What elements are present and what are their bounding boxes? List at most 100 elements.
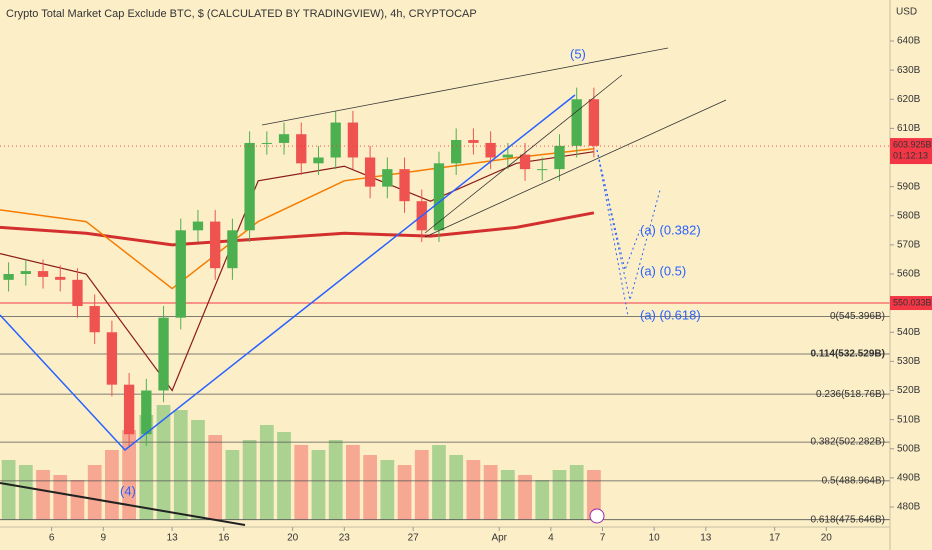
volume-bar <box>173 410 188 520</box>
candle-body <box>451 140 462 164</box>
candle-body <box>55 276 66 280</box>
candle-body <box>278 134 290 143</box>
x-tick-label: 17 <box>769 533 781 544</box>
y-tick-label: 590B <box>897 181 921 192</box>
plot <box>0 87 890 521</box>
fib-label: 0.236(518.76B) <box>816 389 885 400</box>
candle-body <box>554 145 565 170</box>
volume-bar <box>363 455 378 520</box>
candle-body <box>382 169 393 187</box>
volume-bar <box>105 450 119 520</box>
fib-label: 0.5(488.964B) <box>822 476 885 487</box>
volume-bar <box>569 465 584 520</box>
annotation: (a) (0.618) <box>640 307 701 322</box>
x-tick-label: 20 <box>821 533 833 544</box>
projection <box>596 149 629 317</box>
volume-bar <box>449 455 464 520</box>
candle-body <box>123 384 135 435</box>
volume-bar <box>587 470 601 520</box>
trend-line <box>424 99 727 238</box>
candle-body <box>261 142 272 144</box>
y-tick-label: 630B <box>897 65 921 76</box>
x-tick-label: 10 <box>649 533 661 544</box>
volume-bar <box>483 465 498 520</box>
candle-body <box>72 279 83 307</box>
x-tick-label: 7 <box>600 533 606 544</box>
volume-bar <box>18 465 33 520</box>
candle-body <box>468 140 479 143</box>
candle-body <box>210 221 221 269</box>
x-tick-label: 13 <box>167 533 179 544</box>
volume-bar <box>277 432 291 520</box>
event-icon[interactable] <box>589 508 605 524</box>
x-tick-label: Apr <box>491 533 507 544</box>
trend-line <box>261 47 669 126</box>
candle-body <box>20 271 31 274</box>
fib-label: 0.618(475.646B) <box>810 514 885 525</box>
y-tick-label: 570B <box>897 240 921 251</box>
fib-label: 0.114(532.529B) <box>810 349 885 360</box>
x-tick-label: 4 <box>548 533 554 544</box>
volume-bar <box>535 480 550 520</box>
volume-bar <box>1 460 16 520</box>
candle-body <box>106 332 118 385</box>
candle-body <box>433 163 445 231</box>
annotation: (a) (0.5) <box>640 263 686 278</box>
candle-body <box>571 99 582 146</box>
candle-body <box>89 306 100 333</box>
candle-body <box>296 134 307 164</box>
y-tick-label: 540B <box>897 327 921 338</box>
y-tick-label: 640B <box>897 36 921 47</box>
volume-bar <box>380 460 395 520</box>
price-label-box <box>890 138 932 165</box>
x-tick-label: 13 <box>700 533 712 544</box>
candle-body <box>347 122 359 158</box>
candle-body <box>313 157 324 164</box>
y-tick-label: 610B <box>897 123 921 134</box>
moving-average <box>0 211 595 247</box>
volume-bar <box>328 440 343 520</box>
fib-label: 0(545.396B) <box>830 311 885 322</box>
annotation: (5) <box>570 46 586 61</box>
volume-bar <box>208 435 223 520</box>
trend-line <box>0 482 246 526</box>
volume-bar <box>156 405 171 520</box>
projection <box>596 149 641 272</box>
volume-bar <box>552 470 567 520</box>
volume-bar <box>346 445 360 520</box>
x-tick-label: 9 <box>101 533 107 544</box>
countdown: 01:12:13 <box>893 150 928 160</box>
candle-body <box>141 390 152 435</box>
y-tick-label: 490B <box>897 473 921 484</box>
price-label: 603.925B <box>893 139 932 149</box>
candle-body <box>399 169 410 202</box>
candle-body <box>485 142 496 158</box>
y-tick-label: 530B <box>897 356 921 367</box>
volume-bar <box>139 415 154 520</box>
candle-body <box>3 274 14 280</box>
candle-body <box>537 169 548 171</box>
projection <box>596 149 661 301</box>
x-tick-label: 6 <box>49 533 55 544</box>
volume-bar <box>259 425 274 520</box>
y-tick-label: 580B <box>897 210 921 221</box>
x-tick-label: 16 <box>218 533 230 544</box>
trend-line <box>424 74 623 234</box>
candle-body <box>158 317 169 391</box>
volume-bar <box>70 480 85 520</box>
y-tick-label: 500B <box>897 443 921 454</box>
moving-average <box>0 148 594 290</box>
candle-body <box>588 99 600 146</box>
volume-bar <box>242 440 257 520</box>
candle-body <box>364 157 376 187</box>
volume-bar <box>225 450 240 520</box>
candle-body <box>502 154 513 158</box>
candle-body <box>37 271 49 277</box>
volume-bar <box>518 475 532 520</box>
y-tick-label: 510B <box>897 414 921 425</box>
candle-body <box>227 230 238 269</box>
chart-title: Crypto Total Market Cap Exclude BTC, $ (… <box>6 8 477 20</box>
candle-body <box>330 122 341 158</box>
annotation: (4) <box>120 483 136 498</box>
